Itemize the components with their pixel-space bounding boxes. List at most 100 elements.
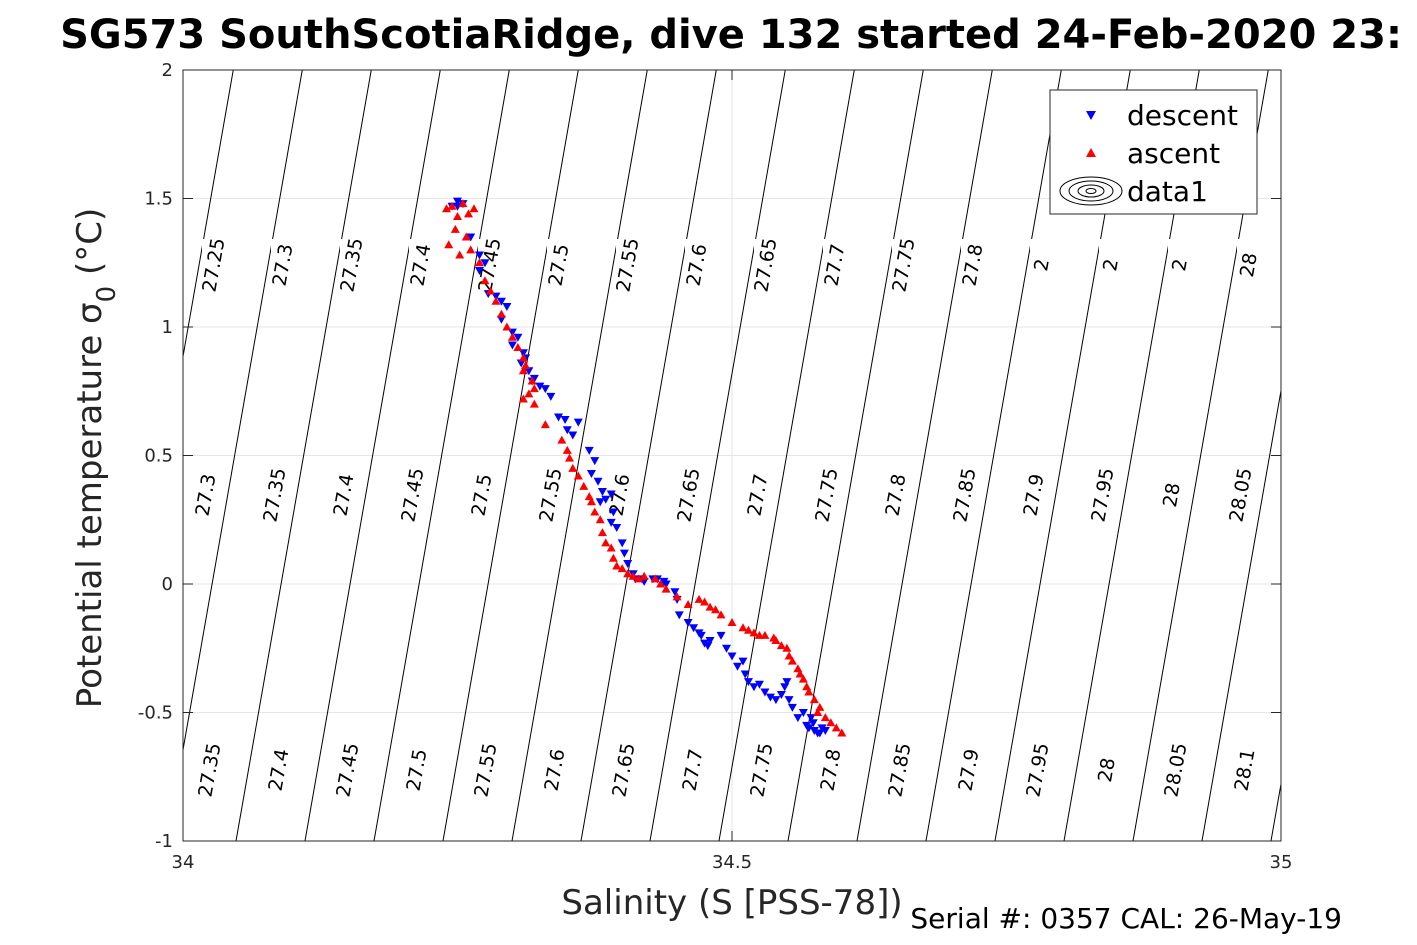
- ascent-point: [784, 651, 794, 660]
- isopycnal-line: [718, 70, 855, 841]
- descent-point: [738, 657, 748, 666]
- contour-label-bg: [340, 239, 364, 291]
- ascent-point: [716, 610, 726, 619]
- ascent-point: [485, 286, 495, 295]
- descent-point: [765, 693, 775, 702]
- contour-label-bg: [892, 239, 916, 291]
- ascent-point: [442, 204, 452, 213]
- contour-label-bg: [539, 469, 563, 521]
- ascent-point: [453, 211, 462, 220]
- ascent-point: [795, 669, 805, 678]
- ascent-point: [480, 276, 490, 285]
- ascent-point: [694, 594, 704, 603]
- ascent-point: [447, 201, 457, 210]
- isopycnal-contours: [183, 70, 1417, 841]
- contour-label-bg: [746, 469, 770, 521]
- descent-point: [540, 385, 550, 394]
- ascent-point: [518, 366, 528, 375]
- descent-point: [466, 233, 476, 242]
- contour-label-bg: [957, 744, 981, 796]
- axis-ticks: 34 34.5 35 -1 -0.5 0 0.5 1 1.5 2: [138, 60, 1293, 873]
- descent-point: [619, 549, 629, 558]
- contour-label-bg: [1164, 744, 1188, 796]
- ascent-point: [579, 481, 589, 490]
- descent-point: [496, 315, 506, 324]
- contour-label-bg: [1099, 239, 1123, 291]
- ascent-point: [455, 250, 465, 259]
- descent-point: [560, 416, 570, 425]
- descent-point: [732, 662, 742, 671]
- descent-point: [760, 688, 770, 697]
- isopycnal-line: [1340, 70, 1417, 841]
- contour-label: 2: [1099, 257, 1123, 273]
- ascent-point: [461, 232, 471, 241]
- contour-label-bg: [815, 469, 839, 521]
- ascent-point: [700, 597, 710, 606]
- ascent-point: [802, 682, 812, 691]
- contour-label-bg: [1030, 239, 1054, 291]
- descent-point: [727, 652, 737, 661]
- ascent-point: [711, 605, 721, 614]
- descent-point: [453, 202, 462, 211]
- contour-label-bg: [474, 744, 498, 796]
- descent-point: [608, 508, 618, 517]
- descent-point: [601, 495, 611, 504]
- ascent-point: [474, 258, 484, 267]
- y-axis-label-unit: (°C): [70, 208, 110, 286]
- ascent-point: [564, 453, 574, 462]
- ascent-point: [608, 553, 618, 562]
- x-tick-label: 34: [172, 852, 195, 873]
- descent-point: [787, 703, 797, 712]
- ascent-point: [496, 309, 506, 318]
- y-tick-label: 2: [162, 60, 173, 81]
- contour-label: 28: [1236, 251, 1262, 279]
- ascent-point: [661, 584, 671, 593]
- descent-point: [793, 714, 803, 723]
- ascent-point: [527, 376, 537, 385]
- descent-point: [597, 487, 607, 496]
- ascent-point: [826, 718, 836, 727]
- contour-label-bg: [1168, 239, 1192, 291]
- y-tick-label: -0.5: [138, 703, 173, 724]
- descent-point: [689, 624, 699, 633]
- contour-label-bg: [1160, 469, 1184, 521]
- y-tick-label: 0: [162, 574, 173, 595]
- contour-label-bg: [677, 469, 701, 521]
- contour-label: 2: [1168, 257, 1192, 273]
- contour-label-bg: [750, 744, 774, 796]
- ascent-point: [771, 636, 781, 645]
- legend-ascent-label: ascent: [1127, 137, 1220, 170]
- legend-descent-marker-icon: [1086, 111, 1096, 120]
- ascent-point: [466, 245, 476, 254]
- ascent-point: [705, 602, 715, 611]
- ascent-point: [518, 353, 528, 362]
- legend-ascent-marker-icon: [1086, 148, 1096, 157]
- contour-label-bg: [263, 469, 287, 521]
- legend: descent ascent data1: [1049, 89, 1258, 215]
- ascent-point: [469, 204, 479, 213]
- ascent-point: [787, 656, 797, 665]
- ascent-point: [672, 592, 682, 601]
- ascent-point: [450, 224, 460, 233]
- descent-point: [516, 359, 526, 368]
- contour-label-bg: [616, 239, 640, 291]
- contour-label-bg: [332, 469, 356, 521]
- descent-point: [674, 611, 684, 620]
- isopycnal-line: [1270, 781, 1281, 841]
- ascent-point: [606, 543, 616, 552]
- descent-point: [771, 696, 781, 705]
- ascent-point: [793, 664, 803, 673]
- ascent-point: [798, 674, 808, 683]
- contour-label-bg: [267, 744, 291, 796]
- descent-point: [518, 349, 528, 358]
- contour-label-bg: [681, 744, 705, 796]
- ascent-point: [738, 623, 748, 632]
- descent-point: [507, 341, 517, 350]
- contour-label-bg: [1233, 744, 1257, 796]
- descent-point: [716, 631, 726, 640]
- descent-point: [780, 683, 790, 692]
- y-tick-label: 1: [162, 317, 173, 338]
- descent-point: [507, 328, 517, 337]
- ascent-point: [524, 389, 534, 398]
- descent-point: [798, 709, 808, 717]
